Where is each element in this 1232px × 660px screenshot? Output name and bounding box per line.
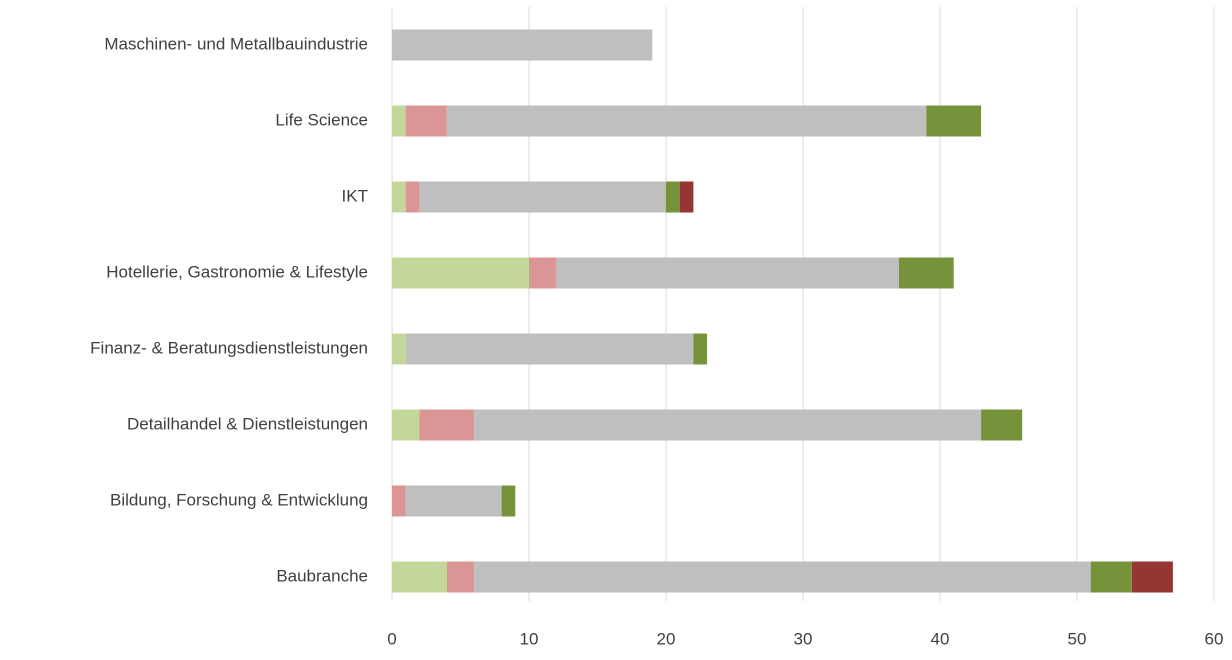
- bar-segment: [474, 409, 982, 441]
- bar-segment: [898, 257, 954, 289]
- bar-segment: [392, 29, 653, 61]
- y-tick-label: Finanz- & Beratungsdienstleistungen: [90, 338, 368, 357]
- bar-segment: [405, 485, 502, 517]
- bar-segment: [419, 409, 475, 441]
- bar-segment: [1090, 561, 1132, 593]
- bar-segment: [446, 105, 927, 137]
- bar-segment: [501, 485, 516, 517]
- bar-segment: [419, 181, 666, 213]
- bar-segment: [529, 257, 557, 289]
- bar-segment: [392, 333, 406, 365]
- bar-segment: [926, 105, 982, 137]
- bar-segment: [446, 561, 475, 593]
- y-tick-label: Life Science: [275, 110, 368, 129]
- bar-segment: [405, 333, 694, 365]
- y-tick-label: Detailhandel & Dienstleistungen: [127, 414, 368, 433]
- bar-segment: [1131, 561, 1173, 593]
- bar-segment: [392, 485, 406, 517]
- bar-segment: [392, 105, 406, 137]
- bar-segment: [392, 409, 420, 441]
- bar-segment: [405, 181, 420, 213]
- x-tick-label: 50: [1068, 629, 1087, 648]
- y-tick-label: Hotellerie, Gastronomie & Lifestyle: [106, 262, 368, 281]
- x-tick-label: 0: [387, 629, 396, 648]
- bar-segment: [666, 181, 680, 213]
- y-tick-label: Bildung, Forschung & Entwicklung: [110, 490, 368, 509]
- bar-segment: [392, 257, 529, 289]
- x-tick-label: 60: [1205, 629, 1224, 648]
- bar-segment: [679, 181, 694, 213]
- bar-segment: [981, 409, 1023, 441]
- x-tick-label: 40: [931, 629, 950, 648]
- x-tick-label: 20: [657, 629, 676, 648]
- bar-segment: [474, 561, 1091, 593]
- bar-segment: [405, 105, 447, 137]
- x-tick-label: 10: [520, 629, 539, 648]
- y-tick-label: IKT: [342, 186, 368, 205]
- bar-segment: [392, 561, 447, 593]
- bar-segment: [693, 333, 708, 365]
- y-tick-label: Baubranche: [276, 566, 368, 585]
- x-tick-label: 30: [794, 629, 813, 648]
- y-tick-label: Maschinen- und Metallbauindustrie: [104, 34, 368, 53]
- bar-segment: [556, 257, 899, 289]
- bar-segment: [392, 181, 406, 213]
